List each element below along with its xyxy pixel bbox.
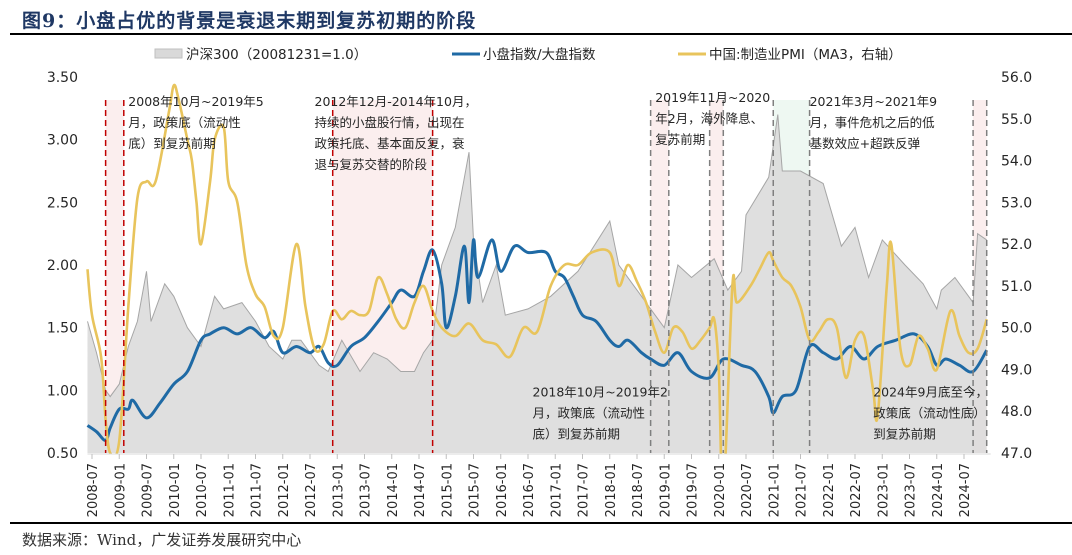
y-right-tick-label: 56.0 [1001,70,1032,86]
x-tick-label: 2018-01 [604,463,619,517]
x-tick-label: 2023-01 [876,463,891,517]
x-tick-label: 2020-01 [713,463,728,517]
y-left-tick-label: 2.00 [47,258,78,274]
below-axis-mask [0,454,1072,520]
annotation-line: 月，政策底（流动性 [533,406,646,421]
annotation-line: 退与复苏交替的阶段 [315,157,428,172]
annotation-line: 复苏前期 [655,132,705,147]
y-right-tick-label: 53.0 [1001,195,1032,211]
legend-label: 小盘指数/大盘指数 [483,46,596,63]
annotation-line: 月，政策底（流动性 [128,115,241,130]
x-tick-label: 2024-01 [931,463,946,517]
annotation-line: 2018年10月~2019年2 [533,385,668,400]
series-small-large-ratio-line [86,238,988,442]
x-tick-label: 2022-07 [849,463,864,517]
x-tick-label: 2011-01 [222,463,237,517]
series-hs300-area [87,114,987,453]
x-tick-label: 2009-07 [141,463,156,517]
series-lines [86,83,988,498]
x-tick-label: 2008-07 [86,463,101,517]
x-tick-label: 2013-01 [331,463,346,517]
x-tick-label: 2024-07 [958,463,973,517]
x-tick-label: 2023-07 [904,463,919,517]
legend-pmi: 中国:制造业PMI（MA3，右轴） [678,47,902,63]
annotation-line: 2012年12月-2014年10月， [315,94,477,109]
annotation-2024: 2024年9月底至今， 政策底（流动性底） 到复苏前期 [873,385,988,442]
y-right-tick-label: 50.0 [1001,321,1032,337]
y-left-tick-label: 3.50 [47,70,78,86]
x-tick-label: 2018-07 [631,463,646,517]
x-tick-label: 2014-07 [413,463,428,517]
legend-swatch-area [154,48,183,59]
figure-title: 图9：小盘占优的背景是衰退末期到复苏初期的阶段 [22,10,477,32]
y-left-tick-label: 3.00 [47,133,78,149]
y-left-tick-label: 2.50 [47,195,78,211]
series-pmi-line [86,83,988,498]
y-right-tick-label: 48.0 [1001,404,1032,420]
annotation-line: 2008年10月~2019年5 [128,94,263,109]
annotation-line: 底）到复苏前期 [533,427,621,442]
annotation-line: 持续的小盘股行情，出现在 [315,115,465,130]
x-tick-label: 2014-01 [386,463,401,517]
x-tick-label: 2010-01 [168,463,183,517]
annotation-2018: 2018年10月~2019年2 月，政策底（流动性底）到复苏前期 [533,385,668,442]
x-tick-label: 2017-01 [549,463,564,517]
x-tick-label: 2012-07 [304,463,319,517]
legend-ratio: 小盘指数/大盘指数 [452,46,596,63]
period-2008-2009-shade [105,100,124,453]
period-borders [104,100,988,453]
annotation-line: 2019年11月~2020 [655,90,770,105]
annotations: 2008年10月~2019年5月，政策底（流动性底）到复苏前期2012年12月-… [128,90,988,442]
y-left-tick-label: 1.00 [47,383,78,399]
x-tick-label: 2015-01 [440,463,455,517]
annotation-line: 到复苏前期 [873,427,936,442]
y-left-tick-label: 0.50 [47,446,78,462]
x-tick-label: 2016-07 [522,463,537,517]
annotation-2019: 2019年11月~2020 年2月，海外降息、复苏前期 [655,90,770,147]
footer-divider [10,522,1072,524]
annotation-line: 月，事件危机之后的低 [810,115,936,130]
legend-label: 沪深300（20081231=1.0） [186,47,367,63]
x-tick-label: 2021-07 [795,463,810,517]
y-right-tick-label: 54.0 [1001,154,1032,170]
annotation-line: 2021年3月~2021年9 [810,94,938,109]
axes: 2008-07 2009-01 2009-07 2010-01 2010-07 2011-… [0,70,1072,520]
x-tick-label: 2021-01 [767,463,782,517]
data-source: 数据来源：Wind，广发证券发展研究中心 [22,531,302,549]
hs300-area-layer [87,114,987,453]
annotation-2012: 2012年12月-2014年10月， 持续的小盘股行情，出现在政策托底、基本面反复… [315,94,477,172]
y-right-tick-label: 49.0 [1001,362,1032,378]
y-right-tick-label: 47.0 [1001,446,1032,462]
chart: 沪深300（20081231=1.0） 小盘指数/大盘指数 中国:制造业PMI（MA… [0,46,1072,520]
x-tick-label: 2019-01 [658,463,673,517]
y-right-tick-label: 51.0 [1001,279,1032,295]
title-divider [10,33,1072,35]
x-tick-label: 2013-07 [359,463,374,517]
y-left-tick-label: 1.50 [47,321,78,337]
annotation-line: 政策底（流动性底） [873,406,986,421]
annotation-line: 政策托底、基本面反复，衰 [315,136,466,151]
x-tick-label: 2011-07 [250,463,265,517]
y-right-tick-label: 55.0 [1001,112,1032,128]
annotation-line: 基数效应+超跌反弹 [810,136,920,151]
x-tick-label: 2019-07 [686,463,701,517]
x-tick-label: 2012-01 [277,463,292,517]
annotation-line: 年2月，海外降息、 [655,111,763,126]
legend: 沪深300（20081231=1.0） 小盘指数/大盘指数 中国:制造业PMI（MA… [154,46,902,63]
x-tick-label: 2022-01 [822,463,837,517]
x-tick-label: 2020-07 [740,463,755,517]
x-tick-label: 2017-07 [577,463,592,517]
legend-label: 中国:制造业PMI（MA3，右轴） [709,47,902,63]
annotation-line: 2024年9月底至今， [873,385,988,400]
y-right-tick-label: 52.0 [1001,237,1032,253]
annotation-2008: 2008年10月~2019年5 月，政策底（流动性底）到复苏前期 [128,94,263,151]
x-tick-label: 2009-01 [113,463,128,517]
annotation-line: 底）到复苏前期 [128,136,216,151]
x-tick-label: 2016-01 [495,463,510,517]
x-tick-label: 2015-07 [468,463,483,517]
legend-hs300: 沪深300（20081231=1.0） [154,47,367,63]
x-tick-label: 2010-07 [195,463,210,517]
